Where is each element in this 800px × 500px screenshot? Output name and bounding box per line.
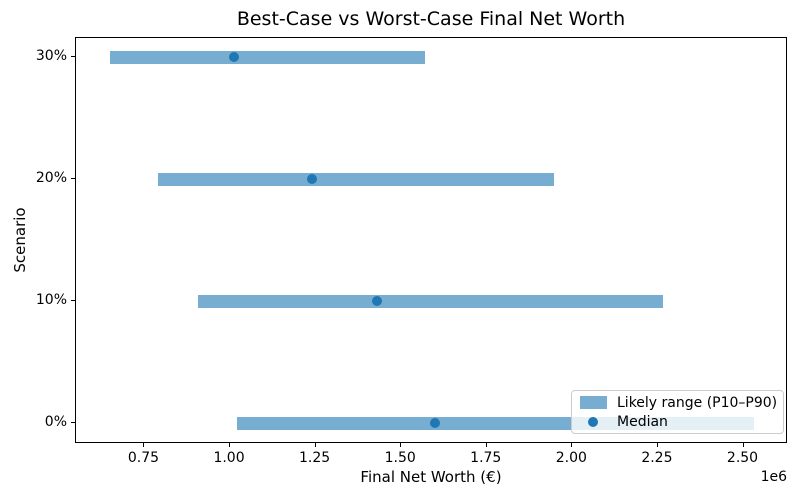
bar-swatch-icon bbox=[580, 396, 608, 409]
dot-icon bbox=[580, 416, 608, 427]
legend-label-likely-range: Likely range (P10–P90) bbox=[617, 394, 778, 411]
y-tick-mark-20% bbox=[71, 178, 75, 179]
x-tick-label-2.50: 2.50 bbox=[726, 450, 759, 466]
legend-label-median: Median bbox=[617, 413, 668, 430]
x-tick-mark-2.50 bbox=[742, 443, 744, 447]
legend-item-likely-range: Likely range (P10–P90) bbox=[580, 393, 778, 412]
range-bar-30% bbox=[109, 50, 426, 64]
dot-shape bbox=[588, 416, 598, 427]
x-tick-mark-1.00 bbox=[229, 443, 231, 447]
x-tick-mark-0.75 bbox=[143, 443, 145, 447]
y-tick-mark-10% bbox=[71, 300, 75, 301]
legend: Likely range (P10–P90) Median bbox=[571, 390, 784, 434]
x-tick-label-1.50: 1.50 bbox=[384, 450, 416, 466]
y-tick-mark-0% bbox=[71, 422, 75, 423]
x-axis-label: Final Net Worth (€) bbox=[360, 468, 502, 486]
y-axis-label: Scenario bbox=[11, 207, 29, 273]
legend-item-median: Median bbox=[580, 412, 775, 431]
median-dot-0% bbox=[430, 418, 441, 428]
bar-swatch-shape bbox=[580, 396, 607, 409]
x-tick-mark-1.50 bbox=[400, 443, 402, 447]
x-tick-label-2.25: 2.25 bbox=[641, 450, 673, 466]
x-tick-label-2.00: 2.00 bbox=[555, 450, 587, 466]
median-dot-10% bbox=[372, 296, 383, 306]
range-bar-20% bbox=[158, 172, 554, 186]
y-tick-label-10%: 10% bbox=[35, 292, 67, 308]
x-tick-label-1.25: 1.25 bbox=[299, 450, 331, 466]
x-tick-mark-2.00 bbox=[571, 443, 573, 447]
chart-title: Best-Case vs Worst-Case Final Net Worth bbox=[236, 8, 626, 30]
median-dot-20% bbox=[307, 174, 318, 184]
y-tick-mark-30% bbox=[71, 56, 75, 57]
x-tick-mark-2.25 bbox=[656, 443, 658, 447]
x-tick-label-0.75: 0.75 bbox=[127, 450, 160, 466]
y-tick-label-0%: 0% bbox=[44, 414, 67, 430]
median-dot-30% bbox=[229, 52, 240, 62]
plot-area bbox=[75, 37, 787, 443]
x-tick-mark-1.25 bbox=[314, 443, 316, 447]
x-tick-mark-1.75 bbox=[485, 443, 487, 447]
x-tick-label-1.00: 1.00 bbox=[213, 450, 245, 466]
x-axis-offset-label: 1e6 bbox=[760, 469, 787, 485]
y-tick-label-30%: 30% bbox=[35, 48, 67, 64]
x-tick-label-1.75: 1.75 bbox=[470, 450, 502, 466]
range-bar-10% bbox=[197, 294, 664, 308]
y-tick-label-20%: 20% bbox=[35, 170, 67, 186]
